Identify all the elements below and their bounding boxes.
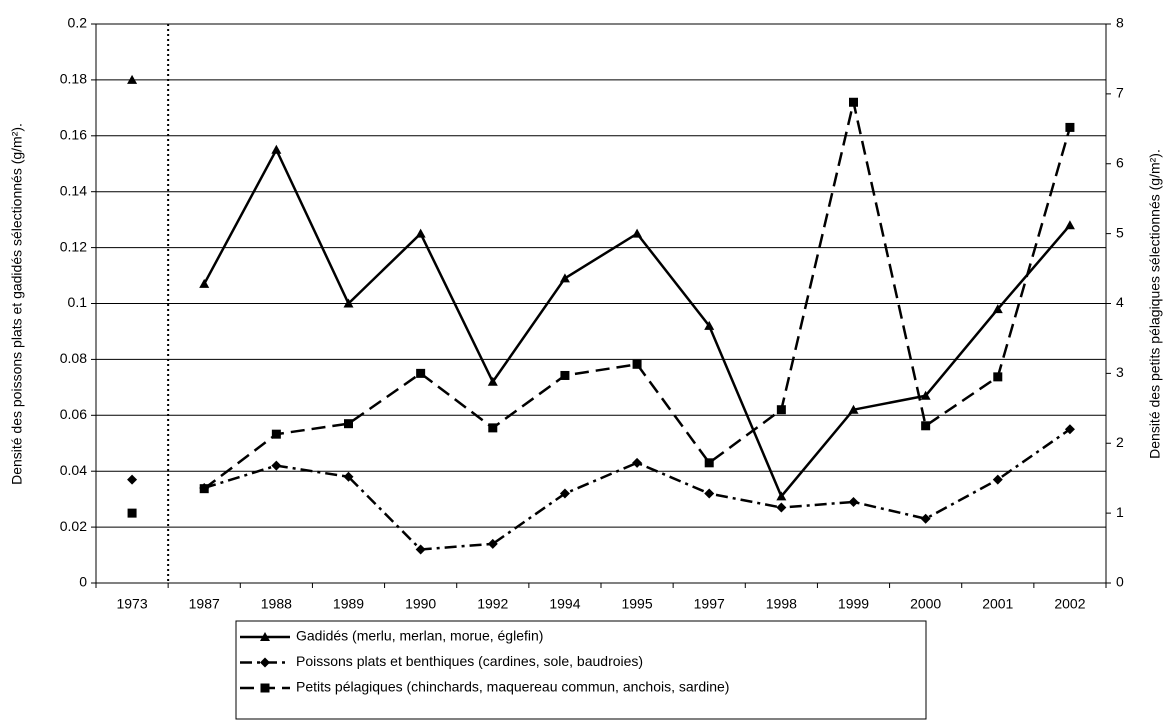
marker — [1065, 122, 1075, 132]
marker — [415, 544, 426, 555]
x-tick-label: 1973 — [116, 596, 147, 612]
y2-tick-label: 4 — [1116, 294, 1124, 310]
marker — [921, 421, 931, 431]
x-tick-label: 1992 — [477, 596, 508, 612]
marker — [992, 304, 1003, 314]
y2-tick-label: 2 — [1116, 434, 1124, 450]
x-tick-label: 1998 — [766, 596, 797, 612]
marker — [993, 372, 1003, 382]
legend-label: Poissons plats et benthiques (cardines, … — [296, 653, 643, 669]
series-line — [203, 146, 1071, 499]
marker — [848, 496, 859, 507]
y2-tick-label: 8 — [1116, 15, 1124, 31]
y-tick-label: 0.14 — [60, 182, 87, 198]
y-tick-label: 0.16 — [60, 127, 87, 143]
marker — [1064, 424, 1075, 435]
marker — [260, 632, 270, 641]
series-line — [203, 428, 1071, 551]
marker — [488, 423, 498, 433]
x-tick-label: 1990 — [405, 596, 436, 612]
marker — [127, 74, 138, 84]
y-tick-label: 0 — [79, 574, 87, 590]
y-tick-label: 0.18 — [60, 71, 87, 87]
marker — [271, 460, 282, 471]
marker — [704, 458, 714, 468]
marker — [704, 488, 715, 499]
marker — [487, 538, 498, 549]
legend-label: Petits pélagiques (chinchards, maquereau… — [296, 679, 729, 695]
x-tick-label: 1995 — [621, 596, 652, 612]
y-tick-label: 0.12 — [60, 238, 87, 254]
x-tick-label: 1987 — [189, 596, 220, 612]
marker — [260, 657, 270, 668]
marker — [199, 278, 210, 288]
x-tick-label: 2000 — [910, 596, 941, 612]
y-axis-title: Densité des poissons plats et gadidés sé… — [9, 123, 25, 485]
x-tick-label: 2002 — [1054, 596, 1085, 612]
marker — [704, 320, 715, 330]
marker — [559, 273, 570, 283]
y-tick-label: 0.04 — [60, 462, 87, 478]
marker — [487, 376, 498, 386]
y2-tick-label: 3 — [1116, 364, 1124, 380]
marker — [632, 359, 642, 369]
marker — [416, 368, 426, 378]
y2-axis-title: Densité des petits pélagiques sélectionn… — [1147, 149, 1163, 459]
y-tick-label: 0.1 — [68, 294, 88, 310]
marker — [343, 471, 354, 482]
y-tick-label: 0.08 — [60, 350, 87, 366]
marker — [271, 429, 281, 439]
marker — [848, 404, 859, 414]
marker — [127, 508, 137, 518]
marker — [992, 474, 1003, 485]
y-tick-label: 0.02 — [60, 518, 87, 534]
marker — [776, 502, 787, 513]
marker — [260, 683, 270, 693]
y2-tick-label: 1 — [1116, 504, 1124, 520]
series-line — [203, 101, 1072, 490]
marker — [199, 484, 209, 494]
marker — [344, 419, 353, 429]
x-tick-label: 1999 — [838, 596, 869, 612]
y-tick-label: 0.2 — [68, 15, 88, 31]
marker — [127, 474, 138, 485]
x-tick-label: 1989 — [333, 596, 364, 612]
x-tick-label: 1988 — [261, 596, 292, 612]
marker — [560, 370, 570, 380]
marker — [343, 298, 354, 308]
marker — [632, 228, 643, 238]
marker — [849, 97, 858, 107]
marker — [776, 491, 787, 501]
x-tick-label: 1997 — [694, 596, 725, 612]
marker — [920, 390, 931, 400]
y2-tick-label: 7 — [1116, 85, 1124, 101]
marker — [559, 488, 570, 499]
y2-tick-label: 6 — [1116, 154, 1124, 170]
y-tick-label: 0.06 — [60, 406, 87, 422]
x-tick-label: 1994 — [549, 596, 580, 612]
marker — [920, 513, 931, 524]
legend-label: Gadidés (merlu, merlan, morue, églefin) — [296, 628, 543, 644]
marker — [415, 228, 426, 238]
marker — [271, 144, 282, 154]
y2-tick-label: 0 — [1116, 574, 1124, 590]
marker — [776, 405, 786, 415]
marker — [1064, 220, 1075, 230]
legend-box — [235, 620, 927, 720]
marker — [632, 457, 643, 468]
y2-tick-label: 5 — [1116, 224, 1124, 240]
x-tick-label: 2001 — [982, 596, 1013, 612]
